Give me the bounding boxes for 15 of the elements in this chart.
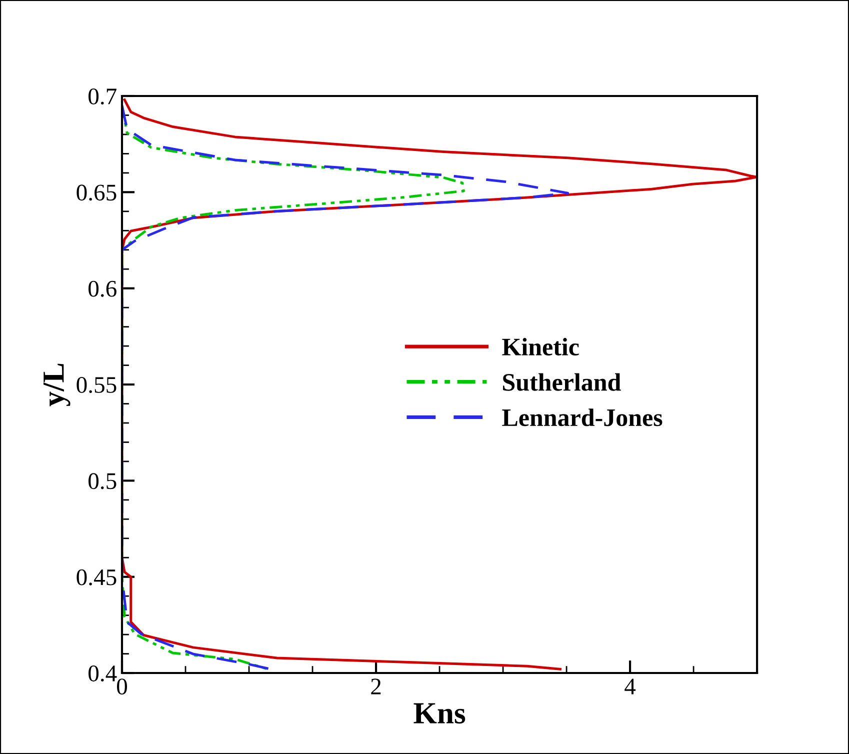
x-tick-label: 4 bbox=[624, 678, 636, 694]
legend-label: Lennard-Jones bbox=[502, 408, 662, 426]
y-tick-label: 0.6 bbox=[88, 280, 116, 297]
y-tick-label: 0.4 bbox=[88, 666, 117, 682]
x-tick-label: 2 bbox=[371, 678, 381, 694]
x-axis-title: Kns bbox=[414, 703, 466, 724]
y-tick-label: 0.45 bbox=[76, 569, 116, 586]
legend-label: Sutherland bbox=[503, 373, 621, 391]
legend-label: Kinetic bbox=[502, 338, 579, 356]
y-tick-label: 0.5 bbox=[88, 473, 116, 490]
y-tick-label: 0.7 bbox=[88, 88, 116, 105]
x-tick-label: 0 bbox=[117, 678, 128, 694]
y-axis-title: y/L bbox=[44, 364, 70, 406]
y-tick-label: 0.55 bbox=[76, 376, 116, 394]
y-tick-label: 0.65 bbox=[76, 184, 116, 201]
